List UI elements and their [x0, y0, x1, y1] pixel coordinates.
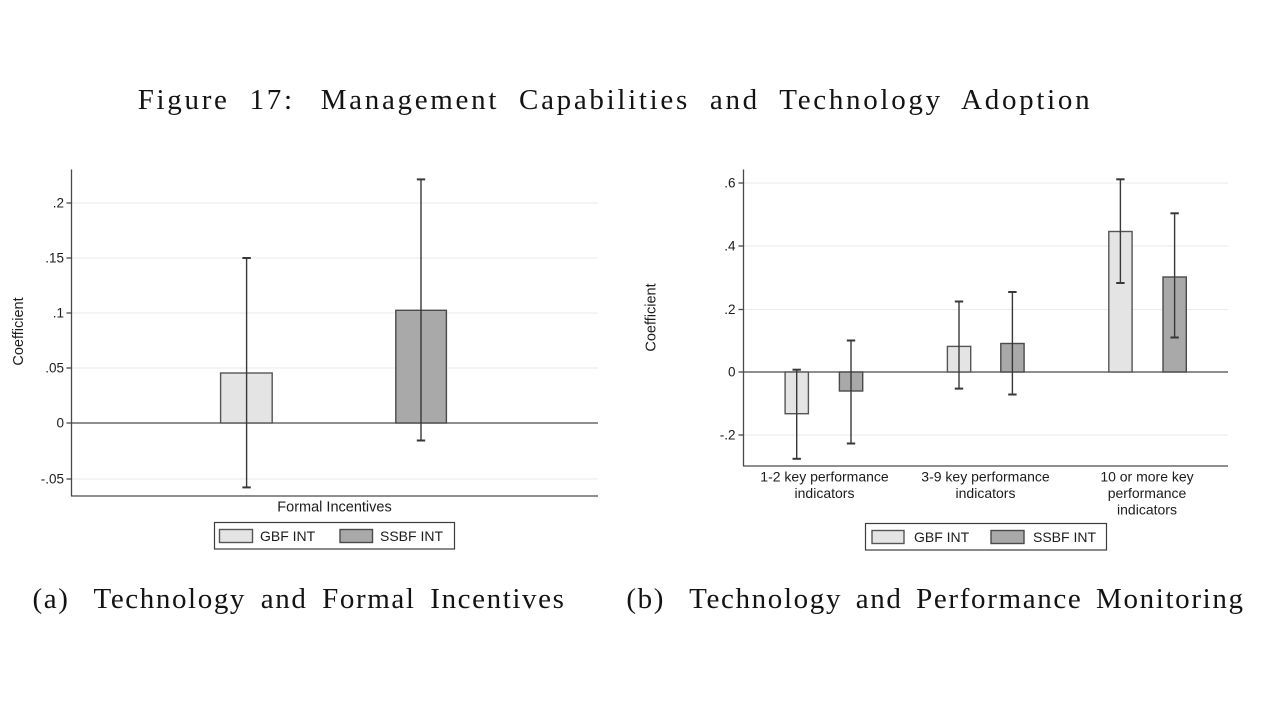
svg-text:10 or more key: 10 or more key	[1100, 469, 1193, 485]
svg-text:SSBF INT: SSBF INT	[380, 528, 443, 544]
svg-text:1-2 key performance: 1-2 key performance	[760, 469, 889, 485]
svg-text:.2: .2	[53, 196, 64, 211]
svg-text:Figure 17: Management Capabili: Figure 17: Management Capabilities and T…	[138, 84, 1093, 116]
svg-text:GBF INT: GBF INT	[260, 528, 316, 544]
svg-text:.6: .6	[724, 176, 735, 191]
svg-text:0: 0	[728, 365, 736, 380]
svg-text:Coefficient: Coefficient	[644, 283, 660, 351]
svg-text:SSBF INT: SSBF INT	[1033, 529, 1096, 545]
svg-text:-.05: -.05	[41, 472, 64, 487]
svg-text:Formal Incentives: Formal Incentives	[277, 500, 391, 516]
svg-text:0: 0	[56, 416, 64, 431]
svg-text:indicators: indicators	[1117, 502, 1177, 518]
svg-text:indicators: indicators	[795, 485, 855, 501]
svg-text:GBF INT: GBF INT	[914, 529, 970, 545]
svg-text:(a)Technology and Formal Incen: (a) Technology and Formal Incentives	[33, 583, 566, 615]
svg-text:.15: .15	[45, 251, 64, 266]
svg-text:.1: .1	[53, 306, 64, 321]
svg-text:.2: .2	[724, 302, 735, 317]
svg-text:.4: .4	[724, 239, 736, 254]
svg-text:Coefficient: Coefficient	[11, 297, 27, 365]
svg-text:-.2: -.2	[720, 428, 736, 443]
svg-text:.05: .05	[45, 361, 64, 376]
svg-text:performance: performance	[1108, 485, 1187, 501]
svg-text:(b)Technology and Performance: (b) Technology and Performance Monitoring	[626, 583, 1244, 615]
svg-text:3-9 key performance: 3-9 key performance	[921, 469, 1050, 485]
svg-text:indicators: indicators	[956, 485, 1016, 501]
